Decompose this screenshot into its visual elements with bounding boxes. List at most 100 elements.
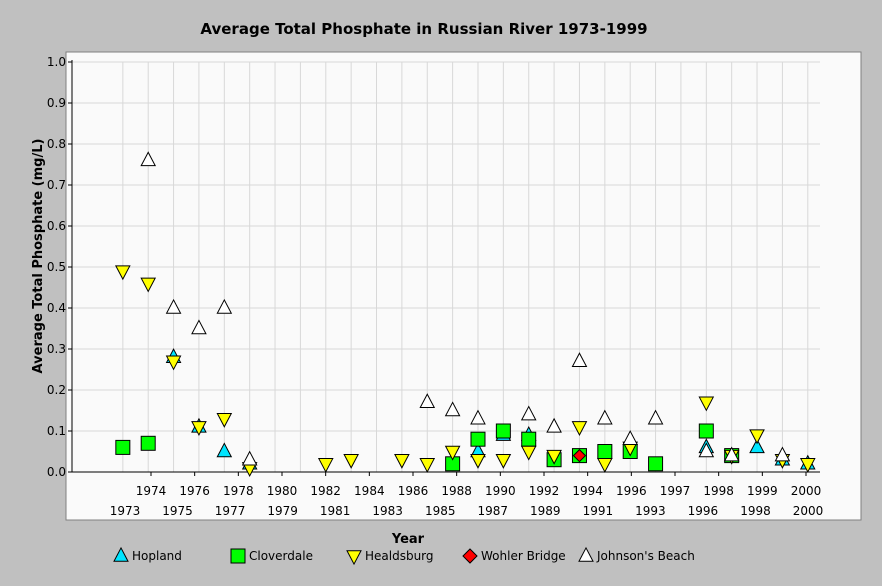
x-tick-label: 1988 [441, 484, 472, 498]
x-tick-label: 1986 [398, 484, 429, 498]
legend-item-cloverdale: Cloverdale [230, 548, 313, 564]
data-point-johnson-s-beach [165, 298, 182, 314]
data-point-healdsburg [165, 355, 182, 371]
x-tick-label: 1997 [660, 484, 691, 498]
x-tick-label: 2000 [793, 504, 824, 518]
data-point-johnson-s-beach [622, 430, 639, 445]
y-tick-label: 0.2 [47, 383, 66, 397]
data-point-johnson-s-beach [698, 442, 715, 458]
legend-item-johnson-s-beach: Johnson's Beach [578, 546, 695, 563]
x-tick-label: 1996 [688, 504, 719, 518]
y-tick-label: 0.7 [47, 178, 66, 192]
x-tick-label: 1998 [740, 504, 771, 518]
x-tick-label: 1975 [162, 504, 193, 518]
data-point-healdsburg [444, 445, 461, 461]
data-point-johnson-s-beach [241, 450, 258, 466]
legend-item-healdsburg: Healdsburg [346, 549, 434, 566]
data-point-cloverdale [495, 423, 511, 439]
data-point-healdsburg [546, 449, 562, 465]
x-tick-label: 1976 [179, 484, 210, 498]
legend-item-wohler-bridge: Wohler Bridge [462, 548, 566, 564]
data-point-healdsburg [571, 421, 588, 437]
x-tick-label: 1977 [215, 504, 246, 518]
chart-title: Average Total Phosphate in Russian River… [200, 20, 647, 38]
axes [71, 60, 820, 473]
data-point-healdsburg [343, 453, 359, 469]
data-point-johnson-s-beach [647, 409, 664, 425]
data-point-healdsburg [597, 458, 613, 473]
x-tick-label: 1999 [747, 484, 778, 498]
x-tick-label: 1994 [572, 484, 603, 498]
data-point-healdsburg [749, 429, 765, 445]
legend-marker-cloverdale [230, 548, 246, 564]
x-tick-label: 1992 [529, 484, 560, 498]
legend-label-hopland: Hopland [132, 549, 182, 563]
data-point-wohler-bridge [572, 448, 587, 463]
y-tick-label: 1.0 [47, 55, 66, 69]
data-point-cloverdale [470, 431, 486, 447]
x-tick-label: 1989 [530, 504, 561, 518]
x-tick-label: 1974 [136, 484, 167, 498]
y-tick-label: 0.9 [47, 96, 66, 110]
data-point-johnson-s-beach [419, 393, 436, 409]
y-axis-ticks: 0.0 0.1 0.2 0.3 0.4 0.5 0.6 0.7 0.8 0.9 1.0 [47, 55, 72, 479]
data-point-healdsburg [698, 396, 715, 412]
x-tick-label: 1983 [372, 504, 403, 518]
data-point-healdsburg [140, 277, 157, 293]
grid-lines [72, 61, 820, 473]
legend: Hopland Cloverdale Healdsburg Wohler Bridge… [113, 546, 695, 566]
y-tick-label: 0.3 [47, 342, 66, 356]
data-point-healdsburg [520, 445, 537, 461]
data-points [115, 151, 816, 478]
data-point-hopland [749, 438, 765, 454]
data-point-johnson-s-beach [571, 352, 588, 368]
y-tick-label: 0.0 [47, 465, 66, 479]
legend-item-hopland: Hopland [113, 546, 182, 563]
data-point-healdsburg [191, 421, 207, 437]
legend-label-cloverdale: Cloverdale [249, 549, 313, 563]
x-tick-label: 1982 [310, 484, 341, 498]
data-point-johnson-s-beach [597, 409, 613, 425]
x-tick-label: 1981 [320, 504, 351, 518]
x-tick-label: 1973 [110, 504, 141, 518]
x-tick-label: 1998 [703, 484, 734, 498]
x-tick-label: 2000 [791, 484, 822, 498]
data-point-hopland [216, 442, 233, 458]
y-tick-label: 0.6 [47, 219, 66, 233]
data-point-johnson-s-beach [470, 409, 486, 425]
x-tick-label: 1993 [635, 504, 666, 518]
x-tick-label: 1984 [354, 484, 385, 498]
x-tick-label: 1987 [477, 504, 508, 518]
x-axis-ticks: 1974 1976 1978 1980 1982 1984 1986 1988 1990 1992… [110, 472, 824, 518]
data-point-healdsburg [115, 265, 131, 281]
legend-marker-wohler-bridge [462, 548, 478, 564]
legend-marker-healdsburg [346, 550, 362, 566]
data-point-healdsburg [495, 453, 512, 469]
y-tick-label: 0.8 [47, 137, 66, 151]
legend-marker-hopland [113, 546, 129, 562]
legend-label-healdsburg: Healdsburg [365, 549, 434, 563]
data-point-johnson-s-beach [774, 446, 791, 462]
data-point-healdsburg [470, 453, 486, 469]
data-point-cloverdale [597, 444, 613, 459]
data-point-healdsburg [317, 458, 334, 473]
x-tick-label: 1979 [267, 504, 298, 518]
x-axis-label: Year [391, 532, 425, 547]
data-point-healdsburg [394, 453, 410, 469]
legend-marker-johnson-s-beach [578, 546, 594, 562]
y-tick-label: 0.5 [47, 260, 66, 274]
legend-label-wohler-bridge: Wohler Bridge [481, 549, 566, 563]
data-point-johnson-s-beach [520, 405, 537, 421]
data-point-johnson-s-beach [191, 319, 207, 335]
data-point-cloverdale [140, 435, 156, 451]
data-point-cloverdale [521, 431, 537, 447]
x-tick-label: 1978 [223, 484, 254, 498]
data-point-johnson-s-beach [723, 446, 740, 462]
plot-area [65, 51, 862, 521]
y-axis-label: Average Total Phosphate (mg/L) [31, 139, 46, 374]
x-tick-label: 1990 [485, 484, 516, 498]
x-tick-label: 1991 [583, 504, 614, 518]
data-point-healdsburg [216, 412, 233, 428]
y-tick-label: 0.4 [47, 301, 66, 315]
data-point-healdsburg [419, 458, 436, 473]
